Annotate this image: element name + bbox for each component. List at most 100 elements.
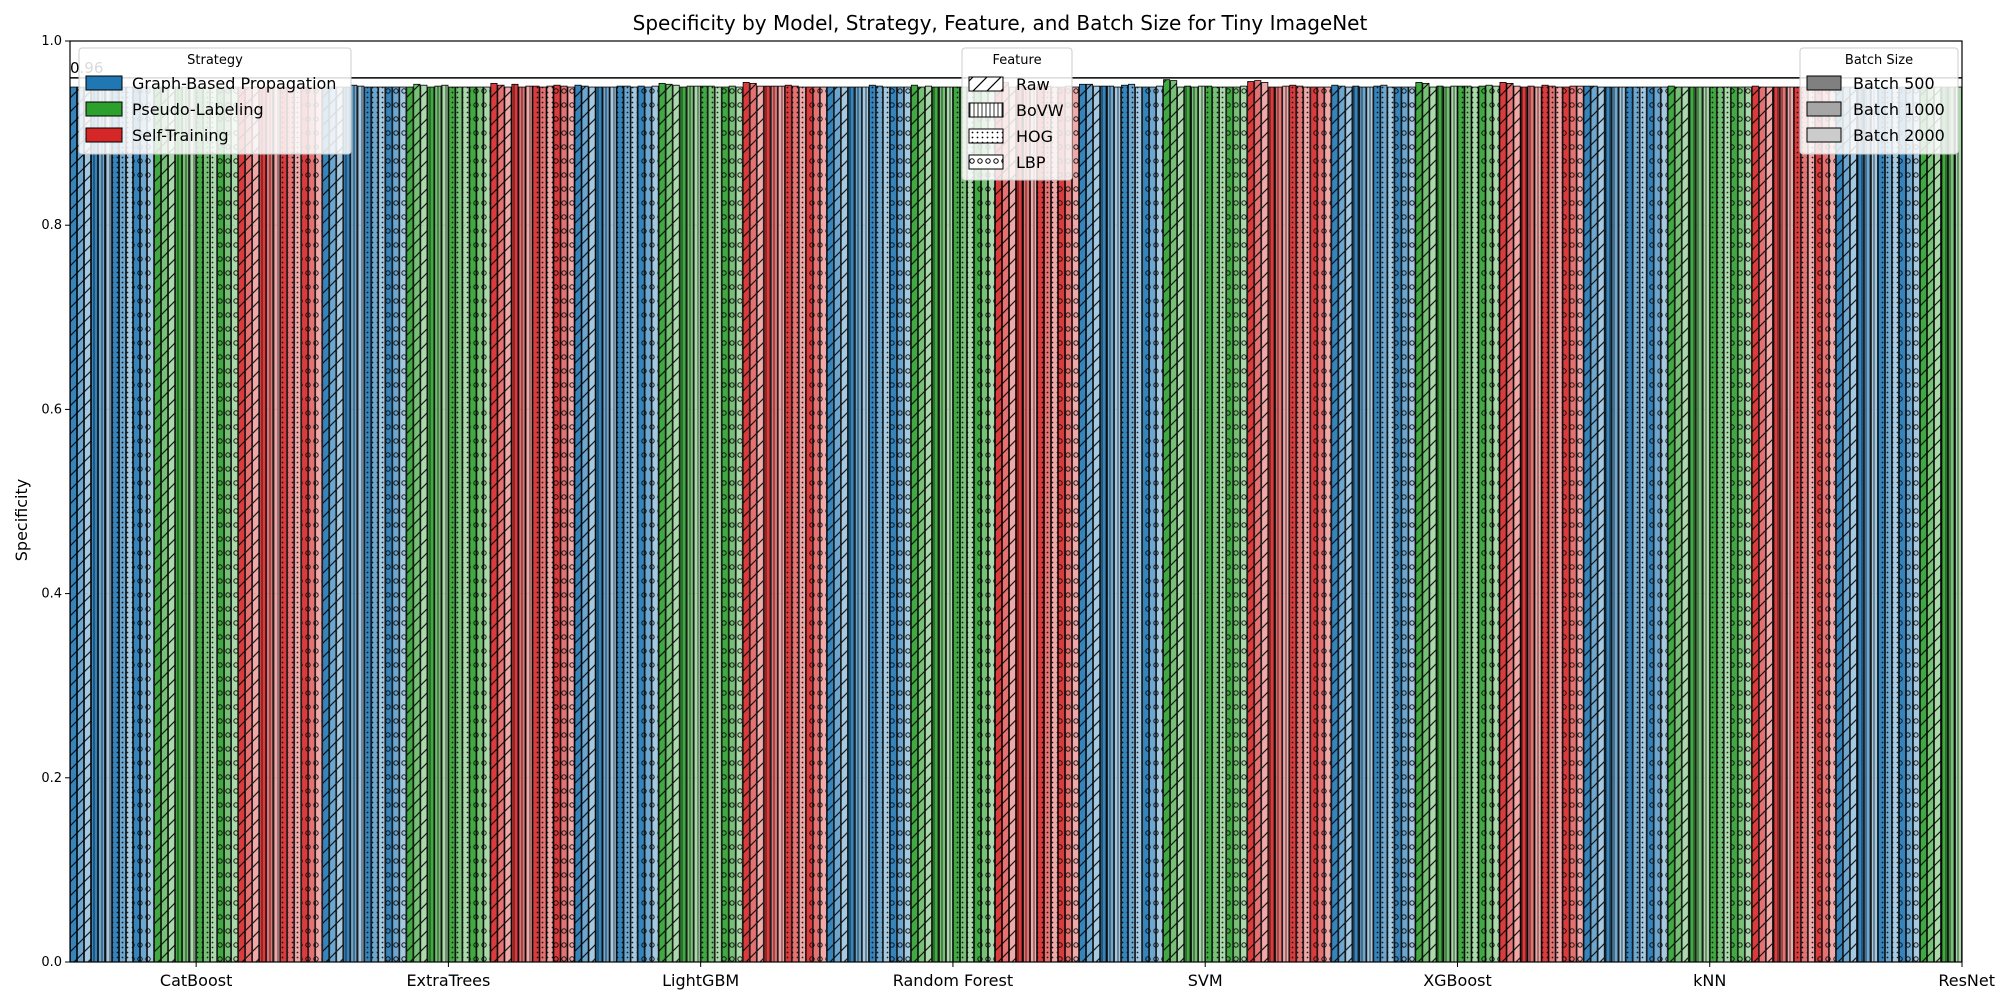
bar-random-forest-pseudo-labeling-lbp-batch-1000 xyxy=(980,86,988,963)
bar-random-forest-self-training-bovw-batch-500 xyxy=(1016,85,1024,963)
bar-lightgbm-self-training-hog-batch-2000 xyxy=(798,86,806,963)
bar-svm-graph-based-propagation-hog-batch-500 xyxy=(1121,84,1129,963)
bar-random-forest-self-training-hog-batch-2000 xyxy=(1051,86,1059,963)
bar-random-forest-graph-based-propagation-lbp-batch-2000 xyxy=(903,86,911,963)
bar-random-forest-pseudo-labeling-raw-batch-1000 xyxy=(917,86,925,963)
bar-svm-pseudo-labeling-hog-batch-500 xyxy=(1205,85,1213,963)
bar-xgboost-self-training-bovw-batch-500 xyxy=(1520,86,1528,963)
bar-lightgbm-graph-based-propagation-raw-batch-500 xyxy=(574,84,582,963)
x-tick-label: XGBoost xyxy=(1423,971,1492,990)
x-tick-label: kNN xyxy=(1693,971,1726,990)
legend-label-feature: BoVW xyxy=(1016,101,1064,120)
bar-extratrees-graph-based-propagation-bovw-batch-2000 xyxy=(357,85,365,963)
legend-label-feature: HOG xyxy=(1016,127,1053,146)
bar-lightgbm-graph-based-propagation-bovw-batch-1000 xyxy=(602,86,610,963)
bar-extratrees-graph-based-propagation-hog-batch-500 xyxy=(364,86,372,963)
bar-svm-self-training-hog-batch-1000 xyxy=(1296,85,1304,963)
bar-knn-self-training-raw-batch-1000 xyxy=(1758,86,1766,963)
bar-random-forest-pseudo-labeling-hog-batch-500 xyxy=(952,86,960,963)
bar-xgboost-graph-based-propagation-hog-batch-2000 xyxy=(1387,86,1395,963)
bar-svm-self-training-hog-batch-2000 xyxy=(1303,86,1311,963)
bar-svm-self-training-bovw-batch-1000 xyxy=(1275,86,1283,963)
x-tick-label: ExtraTrees xyxy=(406,971,490,990)
bar-resnet-graph-based-propagation-bovw-batch-2000 xyxy=(1870,86,1878,963)
bar-lightgbm-graph-based-propagation-lbp-batch-1000 xyxy=(644,86,652,963)
bar-lightgbm-pseudo-labeling-bovw-batch-500 xyxy=(679,86,687,963)
legend-swatch-batch xyxy=(1806,127,1842,143)
bar-extratrees-self-training-lbp-batch-2000 xyxy=(567,86,575,963)
bar-knn-self-training-lbp-batch-500 xyxy=(1814,86,1822,963)
legend-batch-title: Batch Size xyxy=(1845,53,1913,68)
bar-svm-graph-based-propagation-lbp-batch-1000 xyxy=(1149,86,1157,963)
legend-label-feature: LBP xyxy=(1016,153,1046,172)
bar-random-forest-pseudo-labeling-lbp-batch-500 xyxy=(973,85,981,963)
bar-knn-pseudo-labeling-raw-batch-2000 xyxy=(1681,86,1689,963)
bar-extratrees-pseudo-labeling-lbp-batch-2000 xyxy=(483,86,491,963)
bar-catboost-pseudo-labeling-hog-batch-1000 xyxy=(203,86,211,963)
bar-xgboost-self-training-lbp-batch-2000 xyxy=(1576,85,1584,963)
bar-extratrees-pseudo-labeling-bovw-batch-2000 xyxy=(441,84,449,963)
bar-xgboost-pseudo-labeling-raw-batch-1000 xyxy=(1422,82,1430,963)
bar-svm-self-training-bovw-batch-2000 xyxy=(1282,85,1290,963)
bar-svm-self-training-lbp-batch-500 xyxy=(1310,86,1318,963)
bar-catboost-graph-based-propagation-hog-batch-500 xyxy=(112,86,120,963)
y-axis-label: Specificity xyxy=(12,479,31,561)
bar-xgboost-graph-based-propagation-raw-batch-1000 xyxy=(1338,85,1346,963)
bar-knn-self-training-raw-batch-500 xyxy=(1751,85,1759,963)
bar-extratrees-self-training-lbp-batch-1000 xyxy=(560,85,568,963)
bar-xgboost-pseudo-labeling-raw-batch-500 xyxy=(1415,82,1423,963)
legends: Strategy Graph-Based Propagation Pseudo-La… xyxy=(78,47,1959,181)
plot-frame xyxy=(69,40,1963,963)
bar-xgboost-self-training-hog-batch-1000 xyxy=(1548,85,1556,963)
bar-extratrees-graph-based-propagation-hog-batch-1000 xyxy=(371,86,379,963)
bar-svm-graph-based-propagation-hog-batch-1000 xyxy=(1128,83,1136,963)
legend-strategy-title: Strategy xyxy=(187,53,243,68)
x-tick-label: SVM xyxy=(1188,971,1223,990)
bar-xgboost-graph-based-propagation-hog-batch-500 xyxy=(1373,85,1381,963)
bar-svm-pseudo-labeling-lbp-batch-500 xyxy=(1226,86,1234,963)
legend-swatch-strategy xyxy=(85,75,123,91)
bar-catboost-self-training-hog-batch-2000 xyxy=(294,86,302,963)
bar-lightgbm-graph-based-propagation-bovw-batch-500 xyxy=(595,86,603,963)
bar-knn-self-training-bovw-batch-2000 xyxy=(1786,86,1794,963)
bar-knn-graph-based-propagation-bovw-batch-500 xyxy=(1604,86,1612,963)
bar-xgboost-graph-based-propagation-raw-batch-2000 xyxy=(1345,86,1353,963)
bar-extratrees-self-training-hog-batch-2000 xyxy=(546,85,554,963)
bar-random-forest-graph-based-propagation-lbp-batch-500 xyxy=(889,86,897,963)
bar-extratrees-self-training-hog-batch-1000 xyxy=(539,86,547,963)
bar-extratrees-graph-based-propagation-bovw-batch-500 xyxy=(343,86,351,963)
bar-svm-graph-based-propagation-bovw-batch-1000 xyxy=(1107,85,1115,963)
bar-random-forest-pseudo-labeling-raw-batch-2000 xyxy=(924,85,932,963)
bar-extratrees-pseudo-labeling-hog-batch-1000 xyxy=(455,86,463,963)
bar-svm-pseudo-labeling-bovw-batch-1000 xyxy=(1191,86,1199,963)
bar-random-forest-pseudo-labeling-bovw-batch-1000 xyxy=(938,86,946,963)
bar-lightgbm-self-training-hog-batch-500 xyxy=(784,84,792,963)
bar-catboost-graph-based-propagation-lbp-batch-500 xyxy=(133,86,141,963)
bar-knn-pseudo-labeling-lbp-batch-1000 xyxy=(1737,86,1745,963)
bar-extratrees-graph-based-propagation-raw-batch-1000 xyxy=(329,86,337,963)
bar-catboost-graph-based-propagation-lbp-batch-2000 xyxy=(147,86,155,963)
bar-xgboost-pseudo-labeling-lbp-batch-2000 xyxy=(1492,85,1500,963)
bar-random-forest-graph-based-propagation-hog-batch-2000 xyxy=(882,86,890,963)
bar-knn-pseudo-labeling-lbp-batch-500 xyxy=(1730,86,1738,963)
bars xyxy=(70,79,1962,963)
bar-catboost-pseudo-labeling-lbp-batch-500 xyxy=(217,86,225,963)
legend-swatch-strategy xyxy=(85,101,123,117)
bar-lightgbm-pseudo-labeling-hog-batch-2000 xyxy=(714,86,722,963)
bar-knn-graph-based-propagation-lbp-batch-1000 xyxy=(1653,86,1661,963)
bar-resnet-graph-based-propagation-raw-batch-500 xyxy=(1835,86,1843,963)
bar-knn-pseudo-labeling-hog-batch-2000 xyxy=(1723,86,1731,963)
bar-random-forest-graph-based-propagation-raw-batch-500 xyxy=(826,86,834,963)
bar-catboost-graph-based-propagation-bovw-batch-1000 xyxy=(98,86,106,963)
bar-random-forest-pseudo-labeling-bovw-batch-500 xyxy=(931,86,939,963)
bar-svm-self-training-raw-batch-500 xyxy=(1247,81,1255,963)
bar-extratrees-pseudo-labeling-lbp-batch-1000 xyxy=(476,86,484,963)
bar-random-forest-pseudo-labeling-raw-batch-500 xyxy=(910,84,918,963)
bar-extratrees-pseudo-labeling-bovw-batch-500 xyxy=(427,86,435,963)
bar-random-forest-graph-based-propagation-bovw-batch-500 xyxy=(847,86,855,963)
bar-xgboost-self-training-bovw-batch-2000 xyxy=(1534,86,1542,963)
bar-xgboost-self-training-raw-batch-500 xyxy=(1499,82,1507,963)
legend-swatch-strategy xyxy=(85,127,123,143)
bar-catboost-self-training-hog-batch-500 xyxy=(280,86,288,963)
